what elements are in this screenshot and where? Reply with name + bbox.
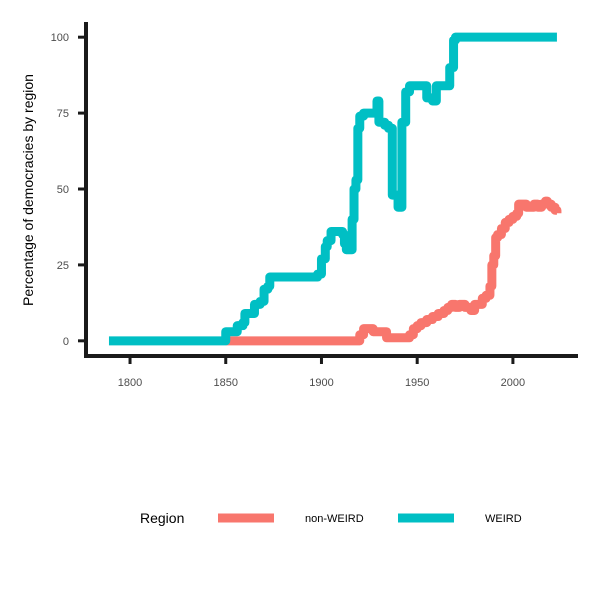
- y-tick-label: 25: [57, 260, 69, 272]
- x-tick-label: 2000: [501, 377, 525, 389]
- y-axis-title: Percentage of democracies by region: [20, 74, 36, 306]
- x-tick-label: 1850: [214, 377, 238, 389]
- axes-layer: [84, 22, 578, 358]
- ticks-layer: 0 25 50 75 100 1800 1850 1900 1950 2000: [51, 32, 526, 389]
- legend: Region non-WEIRD WEIRD: [140, 510, 522, 526]
- y-tick-label: 75: [57, 108, 69, 120]
- legend-title: Region: [140, 510, 184, 526]
- y-tick-label: 50: [57, 184, 69, 196]
- y-tick-label: 100: [51, 32, 69, 44]
- legend-label-non-weird: non-WEIRD: [305, 513, 364, 525]
- x-tick-label: 1900: [309, 377, 333, 389]
- series-line-non-weird: [225, 196, 562, 346]
- legend-label-weird: WEIRD: [485, 513, 522, 525]
- x-tick-label: 1950: [405, 377, 429, 389]
- x-tick-label: 1800: [118, 377, 142, 389]
- series-layer: [108, 32, 562, 346]
- y-tick-label: 0: [63, 336, 69, 348]
- series-line-weird: [108, 32, 557, 346]
